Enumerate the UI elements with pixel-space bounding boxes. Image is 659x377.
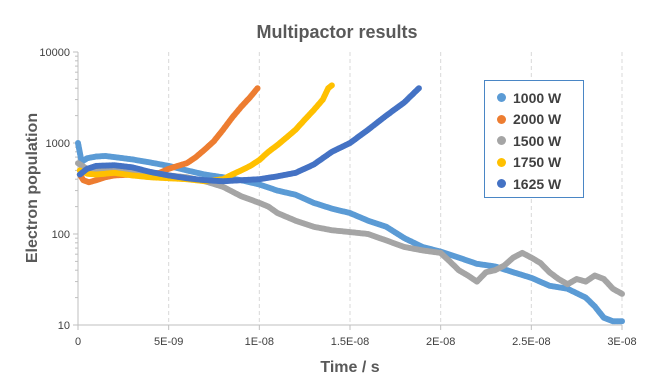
x-tick-label: 0	[75, 336, 81, 348]
legend-marker-1000w	[497, 93, 506, 103]
data-point	[415, 85, 422, 92]
data-series	[75, 82, 625, 325]
legend-label: 1750 W	[513, 154, 562, 171]
x-tick-label: 3E-08	[607, 336, 636, 348]
x-tick-label: 2.5E-08	[512, 336, 551, 348]
y-tick-label: 10000	[39, 47, 70, 59]
legend-label: 2000 W	[513, 111, 562, 128]
data-point	[619, 318, 625, 325]
data-point	[254, 85, 261, 92]
legend-label: 1000 W	[513, 89, 562, 106]
chart-title: Multipactor results	[256, 22, 417, 42]
x-axis-label: Time / s	[320, 359, 379, 376]
x-tick-label: 1E-08	[245, 336, 274, 348]
tick-labels: 10 100 1000 10000 0 5E-09 1E-08 1.5E-08 2E-08 2.5…	[39, 47, 636, 348]
legend-marker-1625w	[497, 179, 506, 189]
y-tick-label: 1000	[46, 138, 70, 150]
legend-label: 1625 W	[513, 175, 562, 192]
data-point	[619, 290, 625, 297]
x-tick-label: 2E-08	[426, 336, 455, 348]
y-tick-label: 10	[58, 320, 70, 332]
data-point	[328, 82, 335, 89]
legend-marker-1750w	[497, 157, 506, 167]
legend-marker-2000w	[497, 114, 506, 124]
legend-label: 1500 W	[513, 132, 562, 149]
legend-marker-1500w	[497, 136, 506, 146]
chart-legend: 1000 W 2000 W 1500 W 1750 W 1625 W	[484, 80, 584, 198]
legend-item: 1500 W	[497, 130, 583, 152]
x-tick-label: 1.5E-08	[331, 336, 370, 348]
legend-item: 1750 W	[497, 152, 583, 174]
legend-item: 1625 W	[497, 173, 583, 195]
x-tick-label: 5E-09	[154, 336, 183, 348]
series-1625w	[76, 85, 422, 185]
y-tick-label: 100	[52, 229, 70, 241]
legend-item: 1000 W	[497, 87, 583, 109]
legend-item: 2000 W	[497, 109, 583, 131]
y-axis-label: Electron population	[24, 113, 41, 263]
